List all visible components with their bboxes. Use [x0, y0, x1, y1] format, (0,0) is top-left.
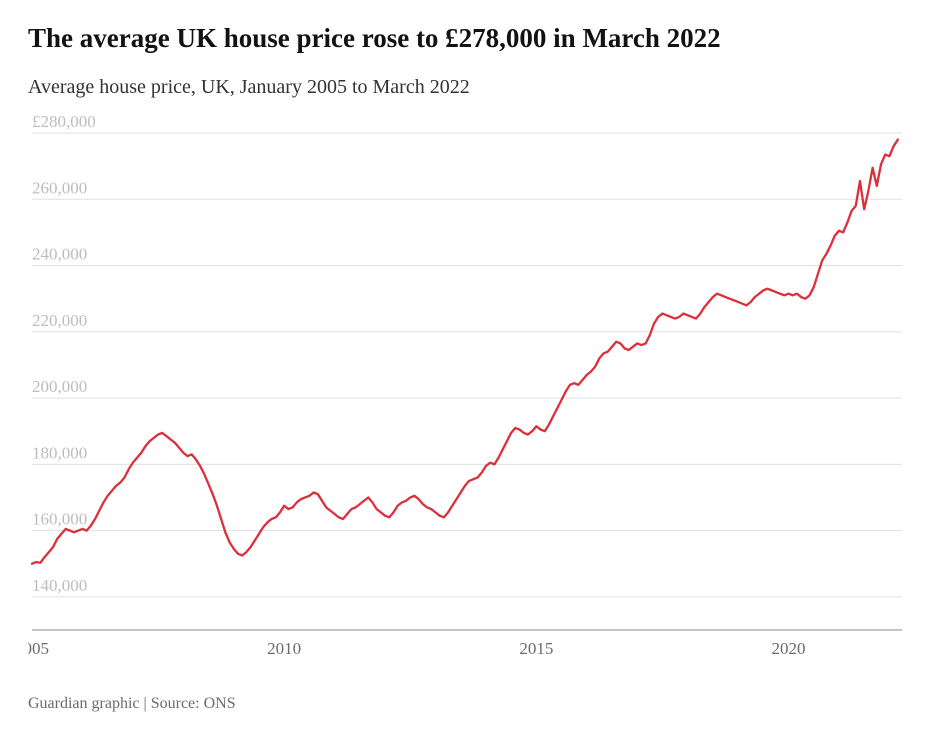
y-tick-label: 160,000: [32, 510, 87, 529]
line-chart: 140,000 160,000 180,000 200,000 220,000 240,0…: [28, 105, 906, 665]
y-tick-label: 260,000: [32, 179, 87, 198]
chart-area: 140,000 160,000 180,000 200,000 220,000 240,0…: [28, 105, 906, 685]
y-tick-label: 240,000: [32, 245, 87, 264]
x-tick-label: 2020: [772, 639, 806, 658]
chart-source: Guardian graphic | Source: ONS: [28, 695, 906, 713]
x-tick-label: 2005: [28, 639, 49, 658]
y-tick-label: 200,000: [32, 377, 87, 396]
chart-title: The average UK house price rose to £278,…: [28, 22, 906, 54]
chart-subtitle: Average house price, UK, January 2005 to…: [28, 76, 906, 99]
y-tick-label: 220,000: [32, 311, 87, 330]
y-tick-label: 140,000: [32, 576, 87, 595]
x-tick-label: 2010: [267, 639, 301, 658]
x-tick-label: 2015: [519, 639, 553, 658]
y-tick-label: 180,000: [32, 444, 87, 463]
y-tick-label: £280,000: [32, 112, 96, 131]
